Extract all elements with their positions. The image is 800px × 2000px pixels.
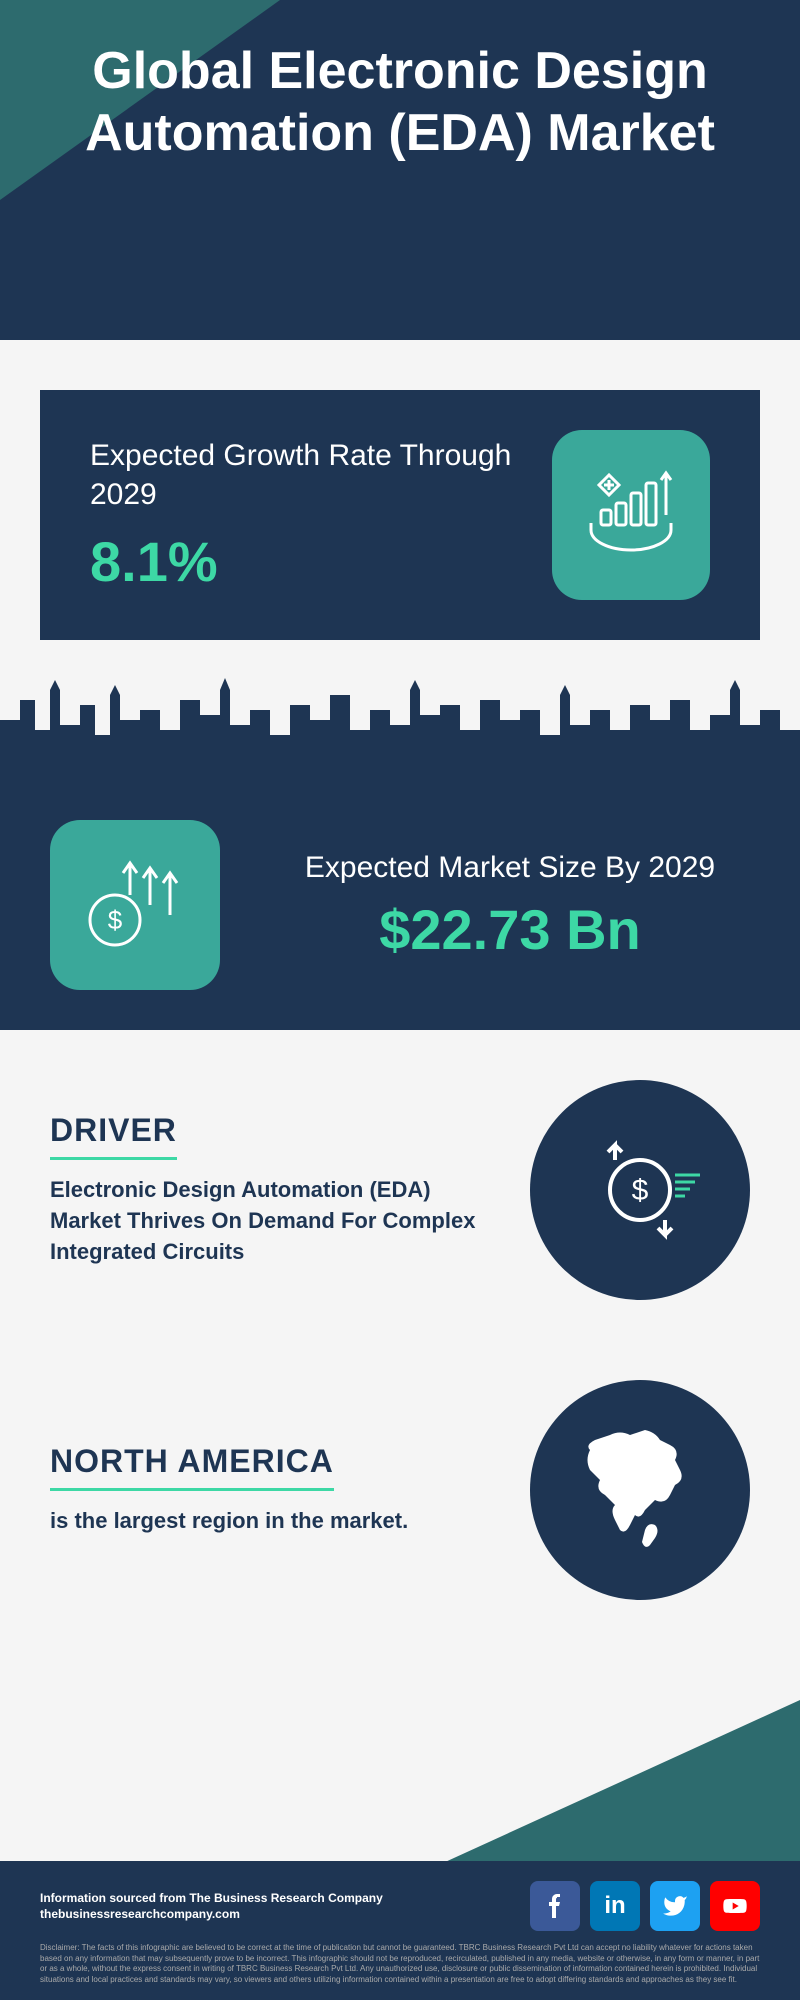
growth-value: 8.1% (90, 529, 552, 594)
footer-source: Information sourced from The Business Re… (40, 1890, 383, 1924)
market-label: Expected Market Size By 2029 (270, 848, 750, 887)
svg-text:$: $ (108, 905, 123, 935)
footer-bar: Information sourced from The Business Re… (0, 1861, 800, 2000)
svg-text:$: $ (632, 1174, 649, 1207)
header-section: Global Electronic Design Automation (EDA… (0, 0, 800, 340)
main-title: Global Electronic Design Automation (EDA… (0, 40, 800, 165)
growth-rate-panel: Expected Growth Rate Through 2029 8.1% (40, 390, 760, 640)
market-size-panel: $ Expected Market Size By 2029 $22.73 Bn (0, 780, 800, 1030)
driver-heading: DRIVER (50, 1112, 177, 1160)
source-line-1: Information sourced from The Business Re… (40, 1890, 383, 1907)
twitter-icon[interactable] (650, 1881, 700, 1931)
disclaimer-text: Disclaimer: The facts of this infographi… (40, 1943, 760, 1985)
driver-section: DRIVER Electronic Design Automation (EDA… (0, 1030, 800, 1330)
source-line-2: thebusinessresearchcompany.com (40, 1906, 383, 1923)
footer-top-row: Information sourced from The Business Re… (40, 1881, 760, 1931)
driver-body: Electronic Design Automation (EDA) Marke… (50, 1175, 500, 1267)
region-section: NORTH AMERICA is the largest region in t… (0, 1330, 800, 1630)
city-skyline-decoration (0, 660, 800, 780)
dollar-cycle-icon: $ (530, 1080, 750, 1300)
driver-text-block: DRIVER Electronic Design Automation (EDA… (50, 1112, 500, 1267)
linkedin-icon[interactable]: in (590, 1881, 640, 1931)
region-body: is the largest region in the market. (50, 1506, 500, 1537)
north-america-map-icon (530, 1380, 750, 1600)
market-text-block: Expected Market Size By 2029 $22.73 Bn (270, 848, 750, 962)
growth-chart-globe-icon (552, 430, 710, 600)
social-icons-row: in (530, 1881, 760, 1931)
youtube-icon[interactable] (710, 1881, 760, 1931)
region-heading: NORTH AMERICA (50, 1443, 334, 1491)
facebook-icon[interactable] (530, 1881, 580, 1931)
growth-label: Expected Growth Rate Through 2029 (90, 436, 552, 514)
footer-section: Information sourced from The Business Re… (0, 1700, 800, 2000)
dollar-arrows-up-icon: $ (50, 820, 220, 990)
region-text-block: NORTH AMERICA is the largest region in t… (50, 1443, 500, 1537)
growth-text-block: Expected Growth Rate Through 2029 8.1% (90, 436, 552, 594)
market-value: $22.73 Bn (270, 897, 750, 962)
